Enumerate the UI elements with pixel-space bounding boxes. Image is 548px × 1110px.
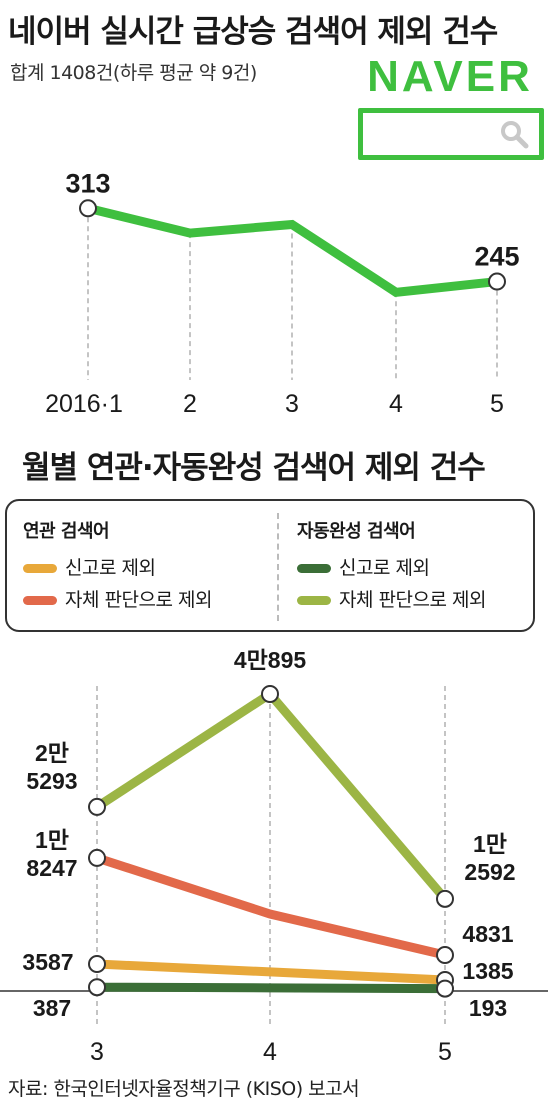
legend-item-label: 자체 판단으로 제외 <box>339 589 486 611</box>
data-point-marker <box>88 848 106 867</box>
series-line <box>95 853 447 960</box>
data-label: 245 <box>474 242 519 272</box>
chart1-svg: 313 245 2016·1 2 3 4 5 <box>45 168 519 418</box>
legend-swatch <box>297 564 331 573</box>
x-tick-label: 3 <box>285 390 299 418</box>
legend-item-related-self: 자체 판단으로 제외 <box>23 585 212 612</box>
x-tick-label: 2016·1 <box>45 390 123 418</box>
legend-item-related-report: 신고로 제외 <box>23 553 156 580</box>
x-tick-label: 4 <box>389 390 403 418</box>
data-label: 4만895 <box>234 647 307 673</box>
legend: 연관 검색어 신고로 제외 자체 판단으로 제외 자동완성 검색어 신고로 제외… <box>5 499 535 632</box>
data-point-marker <box>88 955 106 974</box>
legend-swatch <box>297 596 331 605</box>
data-point-marker <box>88 978 106 997</box>
data-point-marker <box>436 946 454 965</box>
naver-search-box <box>358 108 544 160</box>
data-label: 193 <box>469 995 507 1021</box>
series-line <box>96 959 446 985</box>
data-point-marker <box>436 889 454 908</box>
data-label: 1만 8247 <box>26 827 77 881</box>
data-point-marker <box>488 272 506 291</box>
series-line <box>94 688 449 902</box>
chart1-title: 네이버 실시간 급상승 검색어 제외 건수 <box>8 14 498 50</box>
naver-logo-text: NAVER <box>367 52 533 101</box>
legend-swatch <box>23 596 57 605</box>
series-line <box>96 982 446 994</box>
legend-swatch <box>23 564 57 573</box>
legend-group2-title: 자동완성 검색어 <box>297 521 416 542</box>
legend-group1-title: 연관 검색어 <box>23 521 110 542</box>
data-point-marker <box>88 797 106 816</box>
x-tick-label: 3 <box>90 1038 104 1066</box>
chart2-title: 월별 연관·자동완성 검색어 제외 건수 <box>22 450 486 486</box>
data-label: 387 <box>33 995 71 1021</box>
x-tick-label: 5 <box>490 390 504 418</box>
data-point-marker <box>436 979 454 998</box>
data-label: 1만 2592 <box>464 831 515 885</box>
data-label: 4831 <box>462 921 513 947</box>
data-point-marker <box>261 684 279 703</box>
series-line <box>86 203 498 297</box>
legend-item-label: 자체 판단으로 제외 <box>65 589 212 611</box>
data-label: 2만 5293 <box>26 740 77 794</box>
data-label: 313 <box>65 168 110 198</box>
search-icon <box>501 121 529 149</box>
x-tick-label: 4 <box>263 1038 277 1066</box>
legend-item-label: 신고로 제외 <box>339 557 430 579</box>
data-point-marker <box>79 199 97 218</box>
legend-item-label: 신고로 제외 <box>65 557 156 579</box>
legend-item-auto-report: 신고로 제외 <box>297 553 430 580</box>
data-label: 1385 <box>462 958 513 984</box>
legend-item-auto-self: 자체 판단으로 제외 <box>297 585 486 612</box>
chart1-subtitle: 합계 1408건(하루 평균 약 9건) <box>10 62 257 84</box>
chart2-svg: 2만 5293 4만895 1만 2592 1만 8247 4831 3587 1385 387 19… <box>0 647 548 1066</box>
legend-divider <box>277 513 279 621</box>
x-tick-label: 2 <box>183 390 197 418</box>
source-note: 자료: 한국인터넷자율정책기구 (KISO) 보고서 <box>8 1078 360 1100</box>
naver-logo: NAVER <box>356 52 544 164</box>
x-tick-label: 5 <box>438 1038 452 1066</box>
data-label: 3587 <box>22 949 73 975</box>
